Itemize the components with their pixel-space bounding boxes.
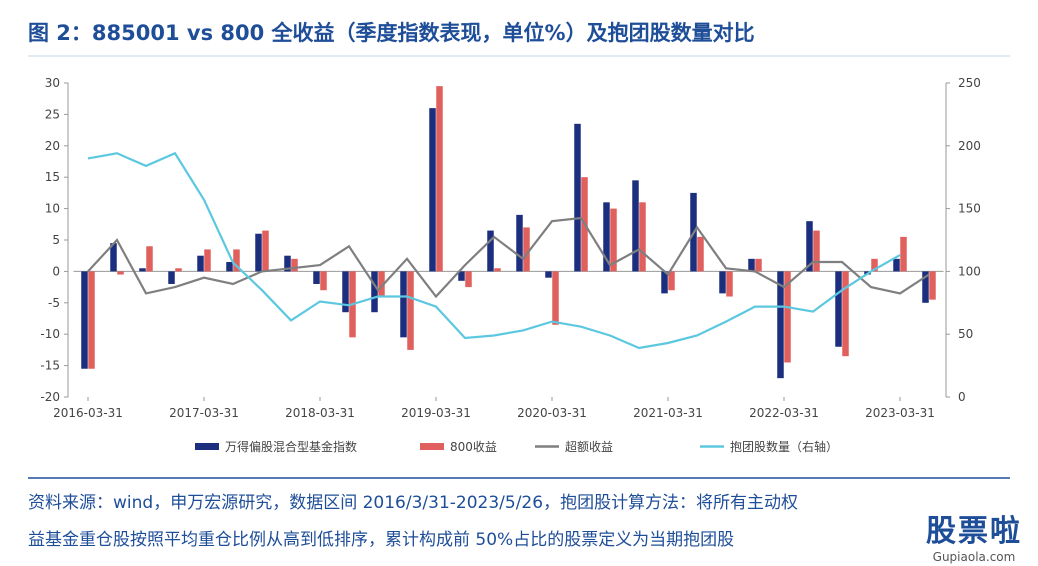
y-tick-label: -15 [40, 359, 60, 373]
y2-tick-label: 200 [958, 139, 981, 153]
bar [632, 180, 639, 272]
y-tick-label: 25 [45, 107, 60, 121]
bar [168, 271, 175, 284]
y2-tick-label: 150 [958, 202, 981, 216]
bar [233, 249, 240, 272]
bar [610, 208, 617, 272]
y-tick-label: -10 [40, 327, 60, 341]
bar [400, 271, 407, 338]
bar [552, 271, 559, 325]
bar [117, 271, 124, 275]
bar [139, 268, 146, 272]
line [87, 216, 930, 299]
bar [929, 271, 936, 300]
bar [639, 202, 646, 272]
y-tick-label: 0 [52, 264, 60, 278]
bar [777, 271, 784, 379]
bar [726, 271, 733, 297]
legend-label: 800收益 [450, 440, 497, 454]
bar [922, 271, 929, 303]
bar [806, 221, 813, 272]
bar [842, 271, 849, 357]
bar [755, 258, 762, 272]
y-tick-label: -5 [48, 296, 60, 310]
bar [835, 271, 842, 347]
bar [465, 271, 472, 288]
x-tick-label: 2021-03-31 [633, 406, 703, 420]
bar [146, 246, 153, 272]
bar [226, 261, 233, 272]
bar [900, 236, 907, 272]
bar [255, 233, 262, 272]
bar [813, 230, 820, 272]
y-tick-label: 30 [45, 76, 60, 90]
bar [262, 230, 269, 272]
legend-swatch [195, 443, 219, 450]
x-tick-label: 2016-03-31 [53, 406, 123, 420]
chart: 图 2：885001 vs 800 全收益（季度指数表现，单位%）及抱团股数量对… [28, 21, 1010, 479]
legend-label: 超额收益 [565, 439, 613, 454]
bar [458, 271, 465, 281]
bar [574, 123, 581, 272]
watermark-site: Gupiaola.com [932, 550, 1016, 564]
y-tick-label: 20 [45, 139, 60, 153]
bar [204, 249, 211, 272]
y-tick-label: 15 [45, 170, 60, 184]
legend-label: 抱团股数量（右轴） [730, 439, 838, 454]
x-tick-label: 2022-03-31 [749, 406, 819, 420]
chart-title: 图 2：885001 vs 800 全收益（季度指数表现，单位%）及抱团股数量对… [28, 21, 755, 45]
x-tick-label: 2019-03-31 [401, 406, 471, 420]
source-line: 益基金重仓股按照平均重仓比例从高到低排序，累计构成前 50%占比的股票定义为当期… [28, 530, 735, 550]
source-line: 资料来源：wind，申万宏源研究，数据区间 2016/3/31-2023/5/2… [28, 493, 799, 513]
bar [545, 271, 552, 278]
y2-tick-label: 50 [958, 327, 973, 341]
bar [523, 227, 530, 272]
bar [668, 271, 675, 291]
bar [603, 202, 610, 272]
y2-tick-label: 0 [958, 390, 966, 404]
bar [436, 86, 443, 272]
bar [487, 230, 494, 272]
bar [175, 268, 182, 272]
bar [407, 271, 414, 350]
bar [748, 258, 755, 272]
watermark-logo: 股票啦 [926, 514, 1022, 549]
watermark: 股票啦 Gupiaola.com [918, 506, 1030, 564]
legend-swatch [420, 443, 444, 450]
line [87, 151, 901, 350]
bar [110, 243, 117, 272]
bar [81, 271, 88, 369]
bar [291, 258, 298, 272]
y-tick-label: -20 [40, 390, 60, 404]
bar [284, 255, 291, 272]
bar [320, 271, 327, 291]
bar [697, 236, 704, 272]
y-tick-label: 5 [52, 233, 60, 247]
y2-tick-label: 100 [958, 264, 981, 278]
bar [719, 271, 726, 294]
x-tick-label: 2023-03-31 [865, 406, 935, 420]
legend-label: 万得偏股混合型基金指数 [225, 439, 357, 454]
bar [429, 108, 436, 272]
bar [313, 271, 320, 284]
bar [342, 271, 349, 313]
x-tick-label: 2017-03-31 [169, 406, 239, 420]
y-tick-label: 10 [45, 202, 60, 216]
x-tick-label: 2020-03-31 [517, 406, 587, 420]
bar [516, 214, 523, 272]
bar [784, 271, 791, 363]
bar [494, 268, 501, 272]
bar [378, 271, 385, 297]
bar [197, 255, 204, 272]
bar [893, 258, 900, 272]
bar [88, 271, 95, 369]
y2-tick-label: 250 [958, 76, 981, 90]
x-tick-label: 2018-03-31 [285, 406, 355, 420]
bar [371, 271, 378, 313]
bar [661, 271, 668, 294]
bar [871, 258, 878, 272]
